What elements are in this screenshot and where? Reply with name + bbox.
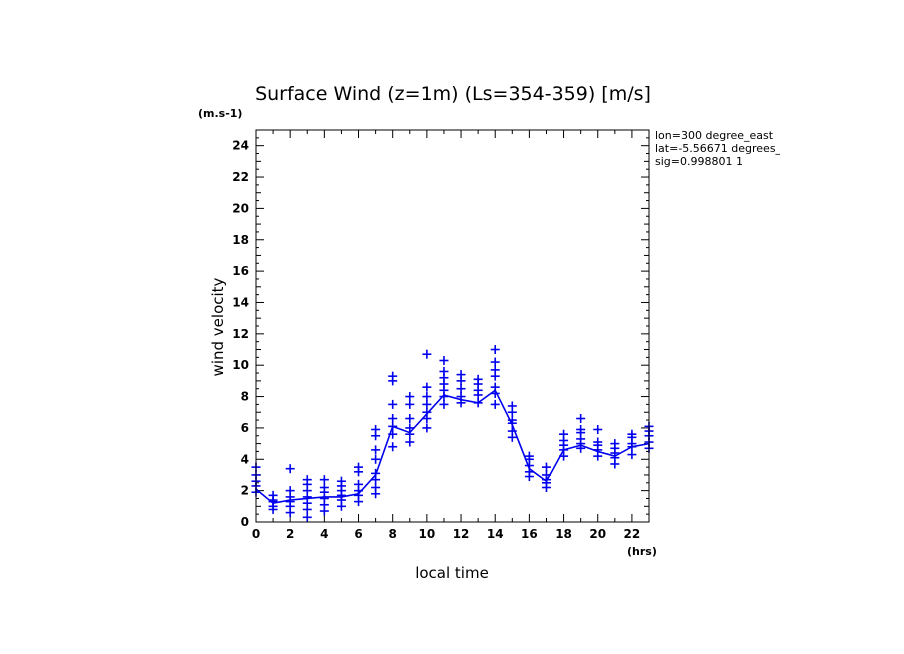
data-point-marker [456,392,466,402]
data-point-marker [559,429,569,439]
data-point-marker [490,357,500,367]
data-point-marker [302,475,312,485]
data-point-marker [422,349,432,359]
data-point-marker [490,382,500,392]
data-point-marker [388,414,398,424]
data-point-marker [422,423,432,433]
x-tick-label: 16 [521,527,538,541]
data-point-marker [285,464,295,474]
info-lon: lon=300 degree_east [655,129,774,142]
data-point-marker [473,398,483,408]
mean-wind-line [255,389,650,505]
data-point-marker [422,407,432,417]
data-point-marker [354,479,364,489]
data-point-marker [388,399,398,409]
x-tick-label: 4 [320,527,328,541]
info-sig: sig=0.998801 1 [655,155,743,168]
x-tick-label: 6 [354,527,362,541]
data-point-marker [627,429,637,439]
y-tick-label: 14 [232,295,249,309]
data-point-marker [524,451,534,461]
data-point-marker [439,399,449,409]
data-point-marker [371,445,381,455]
y-tick-label: 18 [232,233,249,247]
data-point-marker [371,424,381,434]
y-tick-label: 4 [241,452,249,466]
x-unit-label: (hrs) [627,545,657,558]
x-tick-label: 18 [555,527,572,541]
data-point-marker [285,486,295,496]
data-point-marker [336,476,346,486]
x-tick-label: 14 [487,527,504,541]
y-tick-label: 6 [241,421,249,435]
data-point-marker [302,512,312,522]
data-point-marker [388,429,398,439]
y-tick-label: 24 [232,139,249,153]
data-point-marker [490,345,500,355]
data-point-marker [354,462,364,472]
data-point-marker [405,399,415,409]
data-point-marker [627,450,637,460]
data-point-marker [422,382,432,392]
data-point-marker [507,415,517,425]
data-point-marker [593,437,603,447]
data-point-marker [610,439,620,449]
x-tick-label: 20 [589,527,606,541]
data-point-marker [439,366,449,376]
data-point-marker [405,414,415,424]
data-point-marker [405,423,415,433]
data-point-marker [541,462,551,472]
y-tick-label: 0 [241,515,249,529]
y-tick-label: 22 [232,170,249,184]
data-point-marker [541,470,551,480]
data-point-marker [439,355,449,365]
y-tick-label: 20 [232,201,249,215]
plot-frame [255,129,650,523]
y-unit-label: (m.s-1) [198,107,242,120]
data-point-marker [456,384,466,394]
x-tick-label: 0 [252,527,260,541]
data-point-marker [388,421,398,431]
data-point-marker [507,401,517,411]
y-tick-label: 2 [241,484,249,498]
x-tick-label: 8 [389,527,397,541]
info-box: lon=300 degree_east lat=-5.56671 degrees… [655,129,811,168]
data-point-marker [405,392,415,402]
data-point-marker [473,374,483,384]
chart-title: Surface Wind (z=1m) (Ls=354-359) [m/s] [255,83,651,105]
data-point-marker [422,399,432,409]
data-point-marker [593,424,603,434]
data-point-marker [371,483,381,493]
x-tick-label: 10 [419,527,436,541]
data-point-marker [507,426,517,436]
x-axis-label: local time [415,564,489,582]
x-tick-label: 22 [624,527,641,541]
y-tick-label: 16 [232,264,249,278]
info-lat: lat=-5.56671 degrees_north [655,142,811,155]
data-point-marker [388,371,398,381]
data-point-marker [268,490,278,500]
data-point-marker [490,365,500,375]
data-point-marker [405,437,415,447]
x-tick-label: 2 [286,527,294,541]
data-point-marker [388,442,398,452]
data-point-marker [371,454,381,464]
data-point-marker [576,424,586,434]
data-point-marker [371,468,381,478]
data-point-marker [490,399,500,409]
data-point-marker [576,414,586,424]
data-point-marker [319,483,329,493]
y-axis-label: wind velocity [209,277,227,376]
plot-area [251,345,654,522]
y-tick-label: 12 [232,327,249,341]
data-point-marker [456,370,466,380]
y-tick-label: 10 [232,358,249,372]
y-tick-label: 8 [241,390,249,404]
data-point-marker [319,475,329,485]
data-point-marker [422,392,432,402]
x-tick-label: 12 [453,527,470,541]
